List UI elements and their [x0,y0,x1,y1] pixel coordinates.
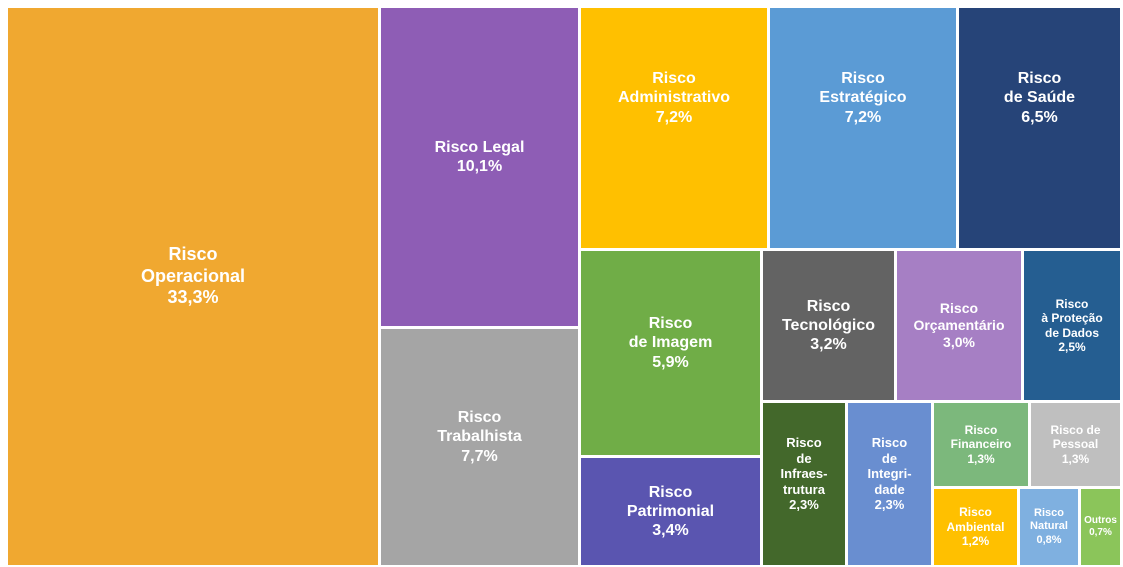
tile-label: Risco Administrativo 7,2% [618,69,730,127]
tile-label: Risco Trabalhista 7,7% [437,408,521,466]
tile-label: Risco Legal 10,1% [435,138,525,176]
tile-label: Risco Natural 0,8% [1030,507,1068,547]
category-label: Risco Operacional [140,244,246,286]
tile: Risco de Integri- dade 2,3% [848,403,931,565]
value-label: 1,2% [961,534,990,549]
value-label: 10,1% [456,158,503,175]
tile: Outros 0,7% [1081,489,1120,565]
tile: Risco Natural 0,8% [1020,489,1078,565]
value-label: 5,9% [652,353,689,371]
tile-label: Risco à Proteção de Dados 2,5% [1041,297,1102,355]
value-label: 7,2% [844,108,882,126]
value-label: 7,2% [655,108,693,126]
value-label: 6,5% [1021,108,1058,126]
category-label: Risco Ambiental [946,505,1005,534]
tile: Risco Financeiro 1,3% [934,403,1028,486]
value-label: 3,0% [943,333,975,350]
value-label: 2,5% [1058,339,1086,354]
value-label: 3,4% [652,522,689,540]
tile: Risco Operacional 33,3% [8,8,378,565]
category-label: Risco de Pessoal [1050,422,1101,452]
category-label: Risco Financeiro [950,422,1012,452]
tile: Risco Patrimonial 3,4% [581,458,760,565]
category-label: Risco Legal [434,138,525,156]
tile-label: Risco Ambiental 1,2% [946,505,1004,548]
tile: Risco Trabalhista 7,7% [381,329,578,565]
tile: Risco Orçamentário 3,0% [897,251,1021,400]
value-label: 3,2% [810,336,847,354]
value-label: 2,3% [789,497,819,513]
category-label: Risco Trabalhista [437,409,522,446]
category-label: Risco à Proteção de Dados [1041,296,1103,340]
tile-label: Risco Tecnológico 3,2% [782,297,875,355]
category-label: Risco de Infraes- trutura [780,435,828,497]
value-label: 7,7% [461,447,498,465]
value-label: 33,3% [167,287,219,308]
tile: Risco Administrativo 7,2% [581,8,767,248]
value-label: 1,3% [1061,451,1090,466]
tile: Risco de Saúde 6,5% [959,8,1120,248]
value-label: 2,3% [874,497,905,513]
tile-label: Risco de Infraes- trutura 2,3% [781,435,828,513]
tile: Risco Tecnológico 3,2% [763,251,894,400]
category-label: Risco Estratégico [819,70,907,107]
tile-label: Risco Patrimonial 3,4% [627,483,714,541]
category-label: Risco Orçamentário [913,300,1005,334]
value-label: 1,3% [967,451,995,466]
category-label: Outros [1084,515,1117,526]
tile: Risco Estratégico 7,2% [770,8,956,248]
tile-label: Risco Orçamentário 3,0% [913,300,1004,350]
category-label: Risco de Saúde [1003,70,1076,107]
tile: Risco de Pessoal 1,3% [1031,403,1120,486]
tile: Risco de Infraes- trutura 2,3% [763,403,845,565]
category-label: Risco Natural [1030,507,1068,533]
tile-label: Risco de Saúde 6,5% [1004,69,1075,127]
tile: Risco Legal 10,1% [381,8,578,326]
tile-label: Risco de Imagem 5,9% [629,314,713,372]
tile: Risco de Imagem 5,9% [581,251,760,455]
category-label: Risco de Imagem [628,315,713,352]
tile-label: Risco Estratégico 7,2% [819,69,906,127]
category-label: Risco de Integri- dade [867,435,912,497]
value-label: 0,8% [1036,533,1062,546]
tile-label: Risco Operacional 33,3% [141,244,245,309]
category-label: Risco Administrativo [617,70,730,107]
category-label: Risco Tecnológico [781,297,876,334]
tile: Risco Ambiental 1,2% [934,489,1017,565]
tile-label: Risco de Pessoal 1,3% [1050,423,1100,466]
tile-label: Risco de Integri- dade 2,3% [867,435,911,513]
tile: Risco à Proteção de Dados 2,5% [1024,251,1120,400]
category-label: Risco Patrimonial [626,483,715,520]
tile-label: Risco Financeiro 1,3% [951,423,1012,466]
tile-label: Outros 0,7% [1084,515,1117,539]
value-label: 0,7% [1089,527,1112,538]
